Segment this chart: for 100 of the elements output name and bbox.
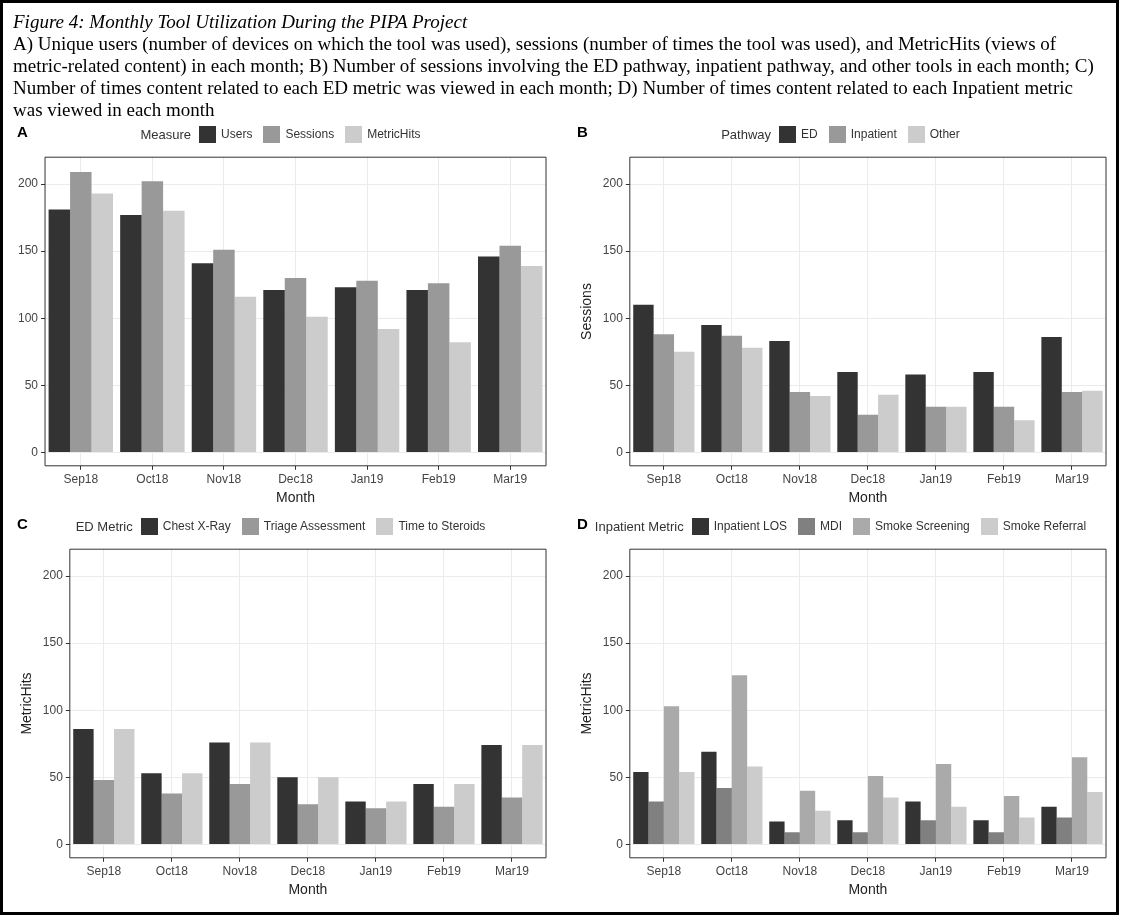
- bar: [141, 773, 162, 844]
- bar: [973, 820, 989, 844]
- bar: [454, 784, 475, 844]
- bar: [721, 335, 743, 452]
- bar: [1071, 757, 1088, 844]
- y-tick-label: 0: [616, 836, 624, 851]
- x-tick-label: Mar19: [1054, 864, 1090, 879]
- bar: [993, 406, 1015, 452]
- bar: [263, 290, 285, 452]
- legend-title: Inpatient Metric: [594, 518, 684, 534]
- y-axis-title: MetricHits: [578, 672, 595, 735]
- y-tick-label: 0: [31, 444, 39, 459]
- y-tick-label: 100: [602, 702, 624, 717]
- bar: [1041, 336, 1062, 452]
- legend-label: Other: [929, 127, 960, 141]
- bar: [663, 706, 680, 844]
- bar: [883, 797, 899, 844]
- x-tick-label: Dec18: [850, 864, 886, 879]
- bar: [48, 209, 71, 452]
- x-tick-label: Nov18: [782, 864, 818, 879]
- bar: [73, 728, 94, 844]
- bar: [70, 171, 92, 452]
- legend-label: Inpatient: [850, 127, 897, 141]
- y-tick-label: 50: [609, 377, 624, 392]
- x-tick-label: Sep18: [646, 472, 682, 487]
- x-tick-label: Jan19: [359, 864, 393, 879]
- bar: [1041, 806, 1057, 844]
- x-tick-label: Jan19: [919, 864, 953, 879]
- bar: [731, 675, 748, 844]
- bar: [522, 745, 543, 844]
- y-tick-label: 100: [42, 702, 64, 717]
- bar: [747, 766, 763, 844]
- bar: [799, 790, 816, 844]
- x-tick-label: Oct18: [715, 864, 749, 879]
- x-tick-label: Mar19: [1054, 472, 1090, 487]
- legend-title: ED Metric: [75, 518, 133, 534]
- bar: [234, 296, 257, 452]
- legend-label: MetricHits: [367, 127, 421, 141]
- bar: [1003, 796, 1020, 844]
- x-tick-label: Oct18: [155, 864, 189, 879]
- bar: [356, 280, 378, 452]
- bar: [377, 328, 400, 452]
- legend-label: ED: [801, 127, 818, 141]
- bar: [867, 775, 884, 844]
- x-tick-label: Dec18: [278, 472, 314, 487]
- bar: [209, 742, 230, 844]
- bar: [1014, 420, 1035, 452]
- y-tick-label: 200: [42, 568, 64, 583]
- bar: [386, 801, 407, 844]
- bar: [250, 742, 271, 844]
- legend-label: Chest X-Ray: [162, 519, 231, 533]
- text: A: [17, 123, 28, 140]
- bar: [182, 773, 203, 844]
- bar: [988, 832, 1004, 844]
- bar: [769, 821, 785, 844]
- x-axis-title: Month: [848, 881, 888, 898]
- bar: [837, 371, 858, 452]
- x-axis-title: Month: [276, 489, 315, 506]
- y-tick-label: 100: [602, 310, 624, 325]
- x-tick-label: Dec18: [290, 864, 326, 879]
- bar: [1061, 392, 1083, 452]
- y-tick-label: 150: [42, 635, 64, 650]
- bar: [905, 801, 921, 844]
- bar: [679, 771, 695, 844]
- y-tick-label: 100: [17, 310, 39, 325]
- bar: [365, 808, 387, 844]
- bar: [837, 820, 853, 844]
- bar: [520, 265, 543, 452]
- bar: [114, 728, 135, 844]
- bar: [449, 342, 471, 452]
- bar: [191, 263, 214, 452]
- bar: [633, 304, 654, 452]
- bar: [789, 392, 811, 452]
- bar: [742, 347, 763, 452]
- x-axis-title: Month: [848, 489, 888, 506]
- bar: [674, 351, 695, 452]
- y-tick-label: 0: [616, 444, 624, 459]
- bar: [433, 806, 455, 844]
- bar: [1019, 817, 1035, 844]
- bar: [1082, 390, 1103, 452]
- legend-label: Inpatient LOS: [713, 519, 788, 533]
- bar: [648, 801, 664, 844]
- bar: [857, 414, 879, 452]
- chart-subtitle: A) Unique users (number of devices on which the tool was used), sessions (number of times the tool was used), and MetricHits (views of metric-related content) in each month; B) Number of sessions involving the ED pathway, inpatient pathway, and other tools in each month; C) Number of times content related to each ED metric was viewed in each month; D) Number of times content related to each Inpatient metric was viewed in each month: [13, 33, 1095, 121]
- bar: [318, 777, 339, 844]
- bar: [334, 287, 357, 452]
- x-tick-label: Nov18: [222, 864, 258, 879]
- legend-label: Users: [221, 127, 253, 141]
- bar: [91, 193, 114, 452]
- y-tick-label: 150: [602, 635, 624, 650]
- text: C: [17, 515, 28, 532]
- bar: [633, 771, 649, 844]
- legend-label: Smoke Referral: [1002, 519, 1087, 533]
- bar: [501, 797, 523, 844]
- bar: [229, 784, 251, 844]
- bar: [716, 788, 732, 844]
- bar: [213, 249, 235, 452]
- legend-label: Time to Steroids: [398, 519, 486, 533]
- y-tick-label: 150: [17, 243, 39, 258]
- y-tick-label: 200: [17, 176, 39, 191]
